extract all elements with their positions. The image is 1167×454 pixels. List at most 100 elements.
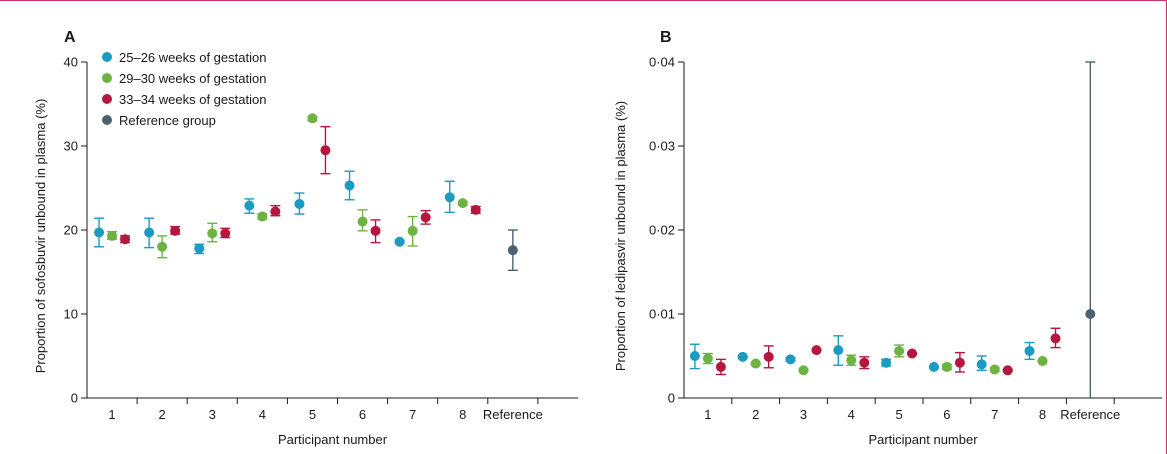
data-point (207, 228, 218, 239)
data-point (1024, 345, 1035, 356)
y-tick-label: 20 (64, 223, 78, 238)
y-tick-label: 0·02 (649, 223, 675, 238)
y-axis-title: Proportion of ledipasvir unbound in plas… (613, 101, 628, 371)
x-axis-title: Participant number (278, 432, 388, 447)
series-3 (120, 125, 481, 245)
data-point (507, 245, 518, 256)
legend-marker (102, 73, 112, 83)
data-point (737, 351, 748, 362)
x-tick-label: 1 (704, 407, 711, 422)
data-point (107, 230, 118, 241)
data-point (444, 192, 455, 203)
chart-panel-b: B 0 0·01 0·02 0·03 0·04 1 2 3 4 5 6 7 8 Reference Parti… (613, 29, 1162, 447)
data-point (907, 348, 918, 359)
y-tick-label: 0 (668, 391, 675, 406)
series-2 (107, 113, 468, 259)
data-point (976, 359, 987, 370)
data-point (457, 198, 468, 209)
data-point (928, 361, 939, 372)
data-point (715, 361, 726, 372)
legend-marker (102, 115, 112, 125)
legend: 25–26 weeks of gestation 29–30 weeks of g… (102, 50, 266, 128)
series-1 (689, 335, 1035, 372)
data-point (120, 234, 131, 245)
y-tick-label: 0·03 (649, 139, 675, 154)
chart-panel-a: A 0 10 20 30 40 1 2 3 4 5 6 7 8 Reference Participant n… (33, 29, 578, 447)
y-tick-label: 0·01 (649, 307, 675, 322)
x-tick-label: 1 (108, 407, 115, 422)
data-point (1037, 356, 1048, 367)
x-tick-label: 5 (309, 407, 316, 422)
data-point (307, 113, 318, 124)
data-point (859, 357, 870, 368)
x-tick-label: 4 (848, 407, 855, 422)
legend-label: 29–30 weeks of gestation (119, 71, 266, 86)
data-point (763, 351, 774, 362)
data-point (1085, 309, 1096, 319)
data-point (420, 212, 431, 223)
data-point (357, 216, 368, 227)
data-point (1050, 333, 1061, 344)
data-point (257, 211, 268, 222)
data-point (270, 206, 281, 217)
panel-label: A (64, 29, 76, 46)
y-tick-label: 10 (64, 307, 78, 322)
data-point (470, 204, 481, 215)
data-point (244, 200, 255, 211)
data-point (170, 225, 181, 236)
x-tick-label: 4 (259, 407, 266, 422)
x-tick-label: 6 (943, 407, 950, 422)
data-point (811, 345, 822, 356)
legend-label: Reference group (119, 113, 216, 128)
series-4 (1085, 61, 1096, 399)
data-point (220, 228, 231, 239)
legend-marker (102, 94, 112, 104)
y-tick-label: 40 (64, 55, 78, 70)
data-point (1002, 365, 1013, 376)
legend-marker (102, 52, 112, 62)
x-tick-label: 7 (991, 407, 998, 422)
legend-label: 33–34 weeks of gestation (119, 92, 266, 107)
x-tick-label: 8 (1039, 407, 1046, 422)
y-tick-label: 0·04 (649, 55, 675, 70)
data-point (320, 145, 331, 156)
data-point (157, 241, 168, 252)
data-point (394, 236, 405, 247)
data-point (894, 345, 905, 356)
x-tick-label: 6 (359, 407, 366, 422)
data-point (833, 345, 844, 356)
series-1 (94, 170, 455, 255)
data-point (370, 225, 381, 236)
data-point (689, 351, 700, 361)
x-axis-title: Participant number (868, 432, 978, 447)
data-point (954, 357, 965, 368)
x-tick-label: Reference (483, 407, 543, 422)
data-point (294, 198, 305, 209)
x-tick-label: 7 (409, 407, 416, 422)
x-tick-label: 3 (209, 407, 216, 422)
y-axis-title: Proportion of sofosbuvir unbound in plas… (33, 99, 48, 374)
data-point (144, 227, 155, 238)
x-tick-label: 5 (895, 407, 902, 422)
y-tick-label: 30 (64, 139, 78, 154)
x-tick-label: 2 (159, 407, 166, 422)
x-tick-label: 8 (459, 407, 466, 422)
data-point (989, 364, 1000, 375)
data-point (798, 365, 809, 376)
data-point (702, 353, 713, 364)
data-point (94, 227, 105, 238)
data-point (785, 354, 796, 365)
panel-label: B (660, 29, 672, 46)
data-point (941, 361, 952, 372)
data-point (194, 243, 205, 254)
data-point (881, 357, 892, 368)
y-tick-label: 0 (71, 391, 78, 406)
x-tick-label: 2 (752, 407, 759, 422)
x-tick-label: Reference (1060, 407, 1120, 422)
data-point (846, 355, 857, 366)
legend-label: 25–26 weeks of gestation (119, 50, 266, 65)
data-point (750, 358, 761, 369)
data-point (344, 180, 355, 191)
series-2 (702, 344, 1048, 376)
